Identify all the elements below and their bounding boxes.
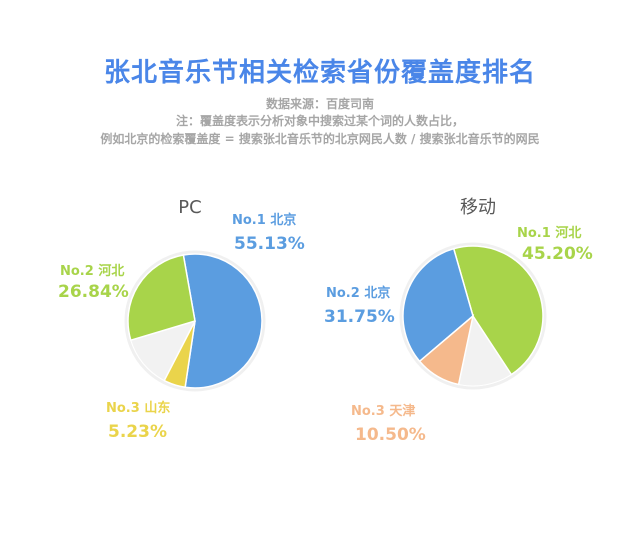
pc-label-1-name: No.1 北京	[232, 212, 296, 228]
pc-label-2-value: 26.84%	[58, 282, 129, 302]
mobile-pie	[399, 242, 547, 390]
pc-pie-slice-2	[127, 254, 196, 342]
pc-chart-title: PC	[178, 197, 201, 218]
pc-pie-slice-1	[182, 253, 263, 389]
mobile-pie-slice-3	[418, 314, 475, 386]
pc-label-2-name: No.2 河北	[60, 263, 124, 279]
mobile-label-2-name: No.2 北京	[326, 285, 390, 301]
mobile-label-3-name: No.3 天津	[351, 403, 415, 419]
mobile-label-2-value: 31.75%	[324, 307, 395, 327]
coverage-note: 注：覆盖度表示分析对象中搜索过某个词的人数占比，	[175, 114, 464, 128]
pc-label-1-value: 55.13%	[234, 234, 305, 254]
mobile-label-3-value: 10.50%	[355, 425, 426, 445]
mobile-label-1-value: 45.20%	[522, 244, 593, 264]
pc-pie	[124, 250, 266, 392]
mobile-chart-title: 移动	[460, 197, 496, 218]
pc-label-3-name: No.3 山东	[106, 400, 170, 416]
mobile-pie-slice-1	[452, 245, 544, 376]
pc-pie-slice-3	[163, 320, 196, 389]
pc-pie-outline	[124, 250, 266, 392]
coverage-example: 例如北京的检索覆盖度 = 搜索张北音乐节的北京网民人数 / 搜索张北音乐节的网民	[100, 132, 540, 146]
mobile-label-1-name: No.1 河北	[517, 225, 581, 241]
data-source: 数据来源：百度司南	[265, 97, 374, 111]
mobile-pie-slice-2	[402, 247, 474, 363]
mobile-pie-outline	[399, 242, 547, 390]
pc-label-3-value: 5.23%	[108, 422, 167, 442]
page-title: 张北音乐节相关检索省份覆盖度排名	[103, 58, 536, 88]
